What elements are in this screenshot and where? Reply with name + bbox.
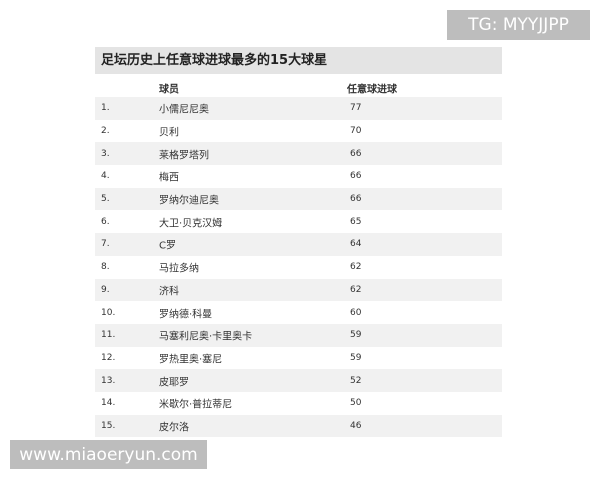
table-cell: 66	[350, 194, 362, 205]
table-row: 13. 皮耶罗 52	[95, 369, 502, 392]
table-cell: 9.	[101, 284, 110, 295]
table-cell: 济科	[159, 286, 179, 298]
table-cell: 贝利	[159, 127, 179, 139]
table-cell: 4.	[101, 171, 110, 182]
table-cell: 66	[350, 171, 362, 182]
table-row: 14. 米歇尔·普拉蒂尼 50	[95, 392, 502, 415]
table-cell: 2.	[101, 126, 110, 137]
table-cell: 11.	[101, 330, 116, 341]
table-row: 12. 罗热里奥·塞尼 59	[95, 347, 502, 370]
table-cell: 66	[350, 148, 362, 159]
table-cell: 12.	[101, 352, 116, 363]
table-cell: 60	[350, 307, 362, 318]
table-cell: 大卫·贝克汉姆	[159, 218, 223, 230]
table-cell: 14.	[101, 398, 116, 409]
table-cell: 64	[350, 239, 362, 250]
table-cell: 5.	[101, 194, 110, 205]
header-cell: 球员	[159, 84, 179, 96]
table-row: 7. C罗 64	[95, 233, 502, 256]
table-row: 9. 济科 62	[95, 278, 502, 302]
table-cell: 62	[350, 262, 362, 273]
table-cell: 50	[350, 398, 362, 409]
table-row: 6. 大卫·贝克汉姆 65	[95, 210, 502, 233]
table-cell: 70	[350, 126, 362, 137]
table-cell: 罗纳德·科曼	[159, 309, 213, 321]
header-row: 球员 任意球进球	[95, 79, 502, 97]
table-cell: 46	[350, 420, 362, 431]
table-cell: 59	[350, 330, 362, 341]
table-cell: 8.	[101, 262, 110, 273]
table-row: 10. 罗纳德·科曼 60	[95, 301, 502, 324]
table-title: 足坛历史上任意球进球最多的15大球星	[95, 47, 502, 74]
table-row: 4. 梅西 66	[95, 165, 502, 188]
table-row: 15. 皮尔洛 46	[95, 414, 502, 438]
watermark: www.miaoeryun.com	[10, 440, 207, 469]
table-cell: 62	[350, 284, 362, 295]
table-cell: 77	[350, 103, 362, 114]
table-cell: 7.	[101, 239, 110, 250]
table-cell: 59	[350, 352, 362, 363]
header-cell: 任意球进球	[347, 84, 397, 96]
watermark: TG: MYYJJPP	[447, 10, 590, 40]
table-row: 8. 马拉多纳 62	[95, 256, 502, 279]
table-cell: 13.	[101, 375, 116, 386]
table-cell: 莱格罗塔列	[159, 150, 209, 162]
table-row: 2. 贝利 70	[95, 120, 502, 143]
table-cell: 6.	[101, 216, 110, 227]
table: 球员 任意球进球 1. 小儒尼尼奥 77 2. 贝利 70 3. 莱格罗塔列 66 4. 梅西 66 5…	[95, 79, 502, 438]
table-row: 3. 莱格罗塔列 66	[95, 142, 502, 166]
table-row: 11. 马塞利尼奥·卡里奥卡 59	[95, 323, 502, 347]
table-cell: 皮耶罗	[159, 377, 189, 389]
table-cell: 10.	[101, 307, 116, 318]
table-cell: 马塞利尼奥·卡里奥卡	[159, 331, 253, 343]
table-row: 1. 小儒尼尼奥 77	[95, 97, 502, 120]
table-cell: 皮尔洛	[159, 422, 189, 434]
table-cell: 52	[350, 375, 362, 386]
table-cell: 65	[350, 216, 362, 227]
table-cell: 米歇尔·普拉蒂尼	[159, 399, 233, 411]
table-cell: 小儒尼尼奥	[159, 104, 209, 116]
table-row: 5. 罗纳尔迪尼奥 66	[95, 187, 502, 211]
table-cell: 1.	[101, 103, 110, 114]
table-cell: C罗	[159, 240, 176, 252]
table-cell: 罗热里奥·塞尼	[159, 354, 223, 366]
table-cell: 罗纳尔迪尼奥	[159, 195, 219, 207]
table-cell: 梅西	[159, 172, 179, 184]
table-cell: 马拉多纳	[159, 263, 199, 275]
table-cell: 15.	[101, 420, 116, 431]
table-cell: 3.	[101, 148, 110, 159]
